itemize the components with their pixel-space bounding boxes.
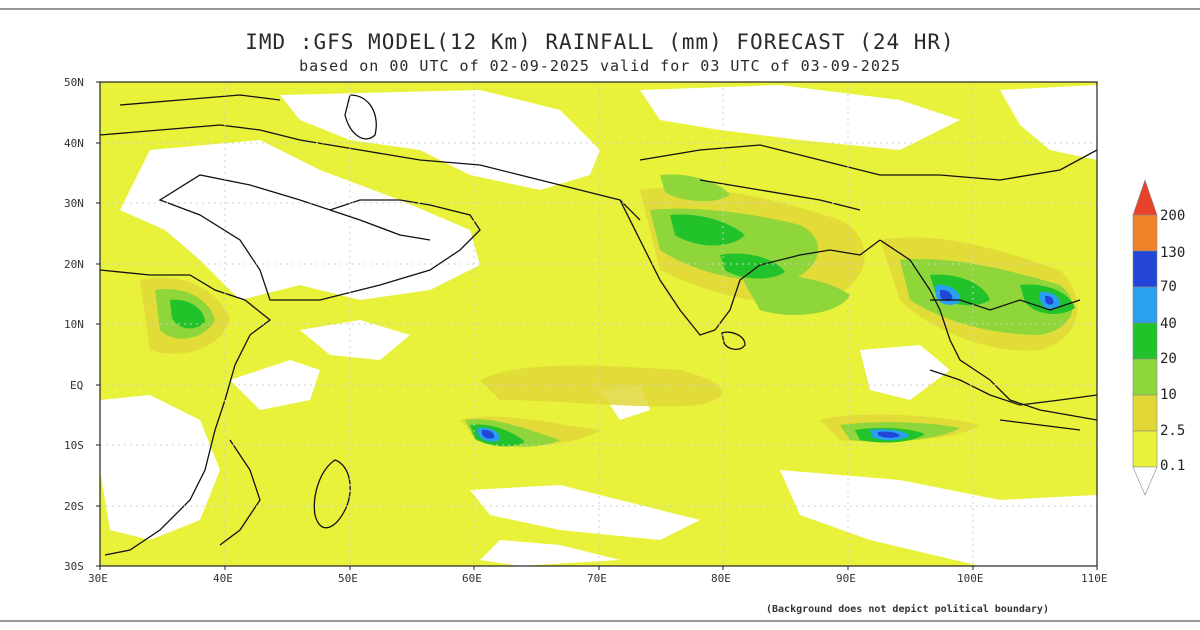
lat-label-eq: EQ <box>70 379 84 392</box>
map-grid <box>100 82 1097 566</box>
political-boundary-note: (Background does not depict political bo… <box>766 604 1049 615</box>
legend-swatch-bottom <box>1132 466 1158 496</box>
bottom-border <box>0 620 1200 622</box>
lon-label-60e: 60E <box>462 572 482 585</box>
lon-label-40e: 40E <box>213 572 233 585</box>
lon-label-100e: 100E <box>957 572 984 585</box>
lat-label-10s: 10S <box>64 439 84 452</box>
lat-label-10n: 10N <box>64 318 84 331</box>
rain-band-70 <box>482 289 1054 439</box>
legend-label-20: 20 <box>1160 351 1177 367</box>
legend-label-0-1: 0.1 <box>1160 458 1186 474</box>
legend-colorbar <box>1132 179 1158 496</box>
lon-label-110e: 110E <box>1081 572 1108 585</box>
lon-label-80e: 80E <box>711 572 731 585</box>
lat-label-30n: 30N <box>64 197 84 210</box>
legend-swatch-7 <box>1132 430 1158 468</box>
lat-label-30s: 30S <box>64 560 84 573</box>
legend-label-10: 10 <box>1160 387 1177 403</box>
lat-label-20n: 20N <box>64 258 84 271</box>
legend-swatch-2 <box>1132 250 1158 288</box>
legend-label-130: 130 <box>1160 245 1186 261</box>
coastlines <box>100 94 1097 556</box>
lat-label-50n: 50N <box>64 76 84 89</box>
lon-label-30e: 30E <box>88 572 108 585</box>
map-subtitle: based on 00 UTC of 02-09-2025 valid for … <box>299 57 901 75</box>
lon-label-90e: 90E <box>836 572 856 585</box>
legend-swatch-top <box>1132 179 1158 216</box>
lon-label-70e: 70E <box>587 572 607 585</box>
legend-swatch-6 <box>1132 394 1158 432</box>
lon-label-50e: 50E <box>338 572 358 585</box>
legend-label-40: 40 <box>1160 316 1177 332</box>
legend-swatch-5 <box>1132 358 1158 396</box>
lat-label-20s: 20S <box>64 500 84 513</box>
legend-swatch-3 <box>1132 286 1158 324</box>
map-title: IMD :GFS MODEL(12 Km) RAINFALL (mm) FORE… <box>245 30 955 54</box>
legend-label-70: 70 <box>1160 279 1177 295</box>
legend-label-200: 200 <box>1160 208 1186 224</box>
legend-label-2-5: 2.5 <box>1160 423 1186 439</box>
axis-ticks <box>96 81 1098 570</box>
legend-swatch-1 <box>1132 214 1158 252</box>
dry-regions <box>100 85 1097 566</box>
legend-swatch-4 <box>1132 322 1158 360</box>
lat-label-40n: 40N <box>64 137 84 150</box>
top-border <box>0 8 1200 10</box>
